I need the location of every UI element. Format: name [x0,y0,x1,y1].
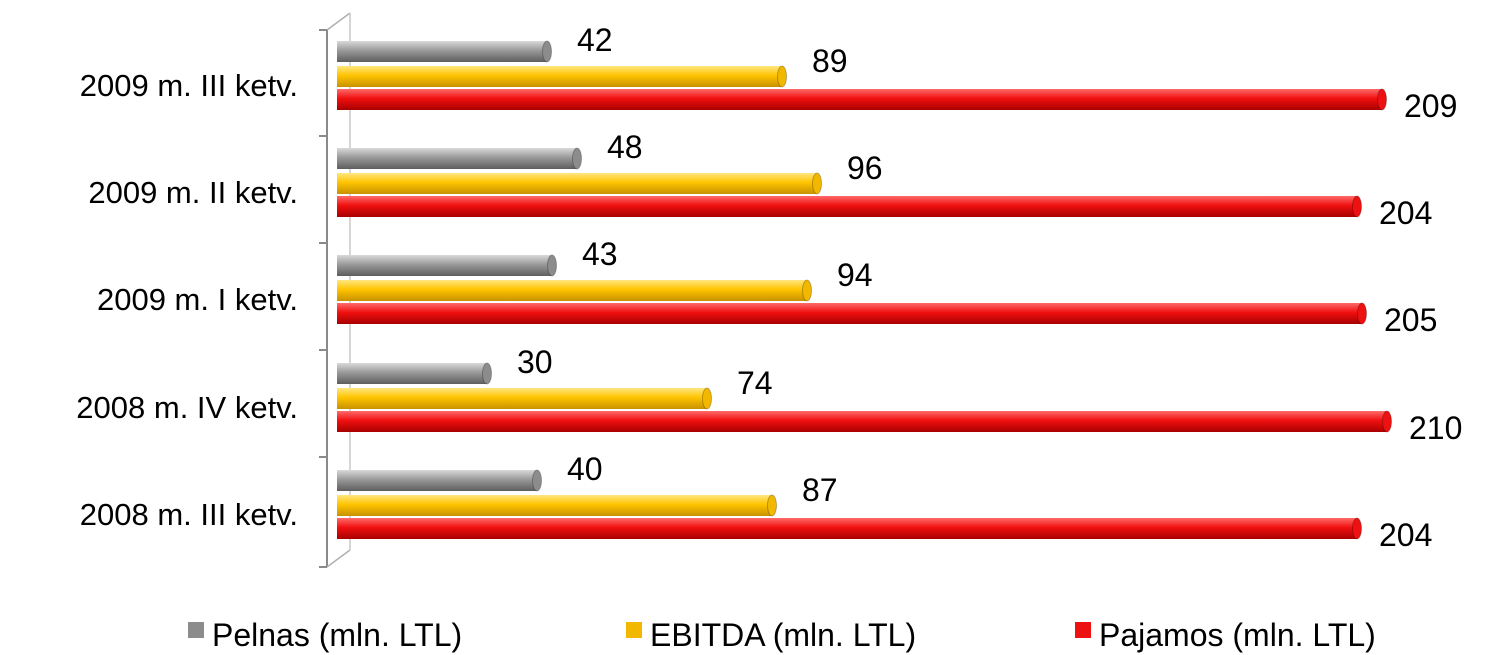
legend-swatch [1075,622,1091,638]
bar-end-cap [1357,302,1367,325]
data-label: 40 [567,451,603,487]
bar [337,518,1357,539]
bar [337,66,782,87]
bar-end-cap [802,279,812,302]
legend: Pelnas (mln. LTL) EBITDA (mln. LTL) Pajamo… [188,617,1376,653]
data-label: 204 [1379,195,1432,231]
bar [337,255,552,276]
bar [337,148,577,169]
data-label: 30 [517,344,553,380]
bar-end-cap [1377,88,1387,111]
category-label: 2009 m. I ketv. [97,282,298,317]
data-label: 205 [1384,302,1437,338]
category-label: 2009 m. II ketv. [88,175,298,210]
axis-depth-bottom [326,549,351,568]
data-label: 96 [847,150,883,186]
data-label: 74 [737,365,773,401]
legend-swatch [626,622,642,638]
bar-end-cap [767,494,777,517]
legend-label: Pajamos (mln. LTL) [1099,617,1376,653]
bars [337,40,1392,540]
bar [337,470,537,491]
data-label: 94 [837,257,873,293]
bar [337,41,547,62]
data-label: 48 [607,129,643,165]
bar-end-cap [482,362,492,385]
data-label: 210 [1409,410,1462,446]
legend-label: Pelnas (mln. LTL) [212,617,462,653]
bar-end-cap [777,65,787,88]
bar [337,388,707,409]
bar-end-cap [1352,195,1362,218]
data-label: 43 [582,236,618,272]
category-labels: 2009 m. III ketv. 2009 m. II ketv. 2009 m.… [76,68,298,532]
bar-end-cap [572,147,582,170]
legend-label: EBITDA (mln. LTL) [650,617,916,653]
bar [337,280,807,301]
category-label: 2008 m. IV ketv. [76,390,298,425]
bar [337,173,817,194]
data-label: 204 [1379,517,1432,553]
bar [337,303,1362,324]
category-label: 2008 m. III ketv. [80,497,298,532]
bar-end-cap [547,254,557,277]
bar [337,89,1382,110]
bar-end-cap [812,172,822,195]
bar [337,411,1387,432]
axis-depth-top [326,12,351,31]
bar-end-cap [1382,410,1392,433]
category-label: 2009 m. III ketv. [80,68,298,103]
bar-end-cap [532,469,542,492]
bar [337,363,487,384]
legend-swatch [188,622,204,638]
bar-end-cap [1352,517,1362,540]
data-label: 42 [577,22,613,58]
bar [337,495,772,516]
data-label: 209 [1404,88,1457,124]
bar-end-cap [702,387,712,410]
bar [337,196,1357,217]
data-label: 87 [802,472,838,508]
value-labels: 42 89 209 48 96 204 43 94 205 30 74 210 40 87 204 [517,22,1462,553]
data-label: 89 [812,43,848,79]
bar-end-cap [542,40,552,63]
